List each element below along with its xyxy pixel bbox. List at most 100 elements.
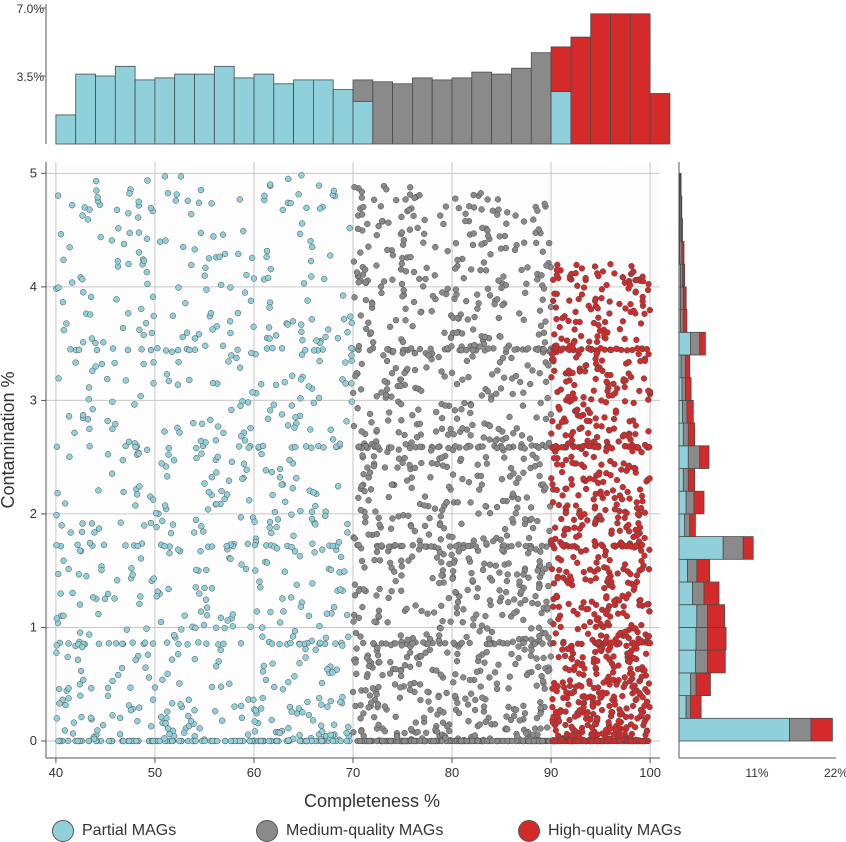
- high-mag-point: [583, 417, 590, 425]
- high-mag-point: [607, 713, 615, 720]
- high-mag-point: [569, 459, 576, 466]
- partial-mag-point: [348, 380, 355, 387]
- medium-mag-point: [539, 296, 546, 303]
- high-mag-point: [562, 721, 569, 729]
- medium-mag-point: [532, 593, 539, 600]
- medium-mag-point: [536, 472, 543, 480]
- medium-mag-point: [523, 671, 531, 679]
- medium-mag-point: [365, 704, 372, 711]
- medium-mag-point: [489, 737, 496, 745]
- high-mag-point: [619, 592, 626, 599]
- medium-mag-point: [363, 325, 370, 332]
- partial-mag-point: [69, 589, 76, 597]
- partial-mag-point: [134, 491, 141, 498]
- medium-mag-point: [474, 291, 481, 298]
- right-hist-bar-medium: [690, 672, 697, 697]
- medium-mag-point: [439, 289, 446, 296]
- partial-mag-point: [320, 444, 327, 451]
- high-mag-point: [609, 669, 617, 676]
- partial-mag-point: [311, 549, 318, 556]
- top-hist-bar-medium: [451, 77, 473, 145]
- high-mag-point: [557, 623, 564, 631]
- partial-mag-point: [268, 640, 276, 647]
- medium-mag-point: [463, 444, 470, 451]
- partial-mag-point: [200, 528, 207, 535]
- partial-mag-point: [132, 656, 139, 663]
- medium-mag-point: [535, 226, 542, 233]
- partial-mag-point: [88, 520, 96, 527]
- high-mag-point: [593, 338, 601, 346]
- medium-mag-point: [524, 264, 531, 271]
- right-hist-bar-partial: [678, 672, 691, 697]
- high-mag-point: [636, 638, 644, 646]
- medium-mag-point: [453, 380, 461, 388]
- partial-mag-point: [219, 231, 227, 238]
- partial-mag-point: [208, 543, 216, 550]
- medium-mag-point: [542, 318, 549, 325]
- y-tick-label: 3: [30, 392, 37, 407]
- high-mag-point: [563, 689, 570, 696]
- partial-mag-point: [180, 243, 187, 251]
- partial-mag-point: [141, 639, 149, 646]
- x-tick-label: 70: [346, 765, 360, 780]
- high-mag-point: [573, 533, 580, 541]
- medium-mag-point: [373, 691, 380, 698]
- partial-mag-point: [163, 639, 171, 646]
- high-mag-point: [559, 345, 567, 352]
- high-mag-point: [623, 613, 631, 620]
- medium-mag-point: [404, 636, 411, 643]
- partial-mag-point: [70, 719, 78, 726]
- medium-mag-point: [531, 725, 539, 732]
- medium-mag-point: [521, 445, 528, 452]
- medium-mag-point: [525, 737, 532, 745]
- medium-mag-point: [388, 481, 395, 488]
- medium-mag-point: [353, 269, 361, 276]
- partial-mag-point: [62, 500, 69, 507]
- partial-mag-point: [175, 358, 182, 366]
- partial-mag-point: [119, 324, 127, 332]
- y-tick-label: 4: [30, 279, 37, 294]
- partial-mag-point: [92, 363, 99, 370]
- medium-mag-point: [416, 192, 423, 199]
- medium-mag-point: [519, 402, 527, 409]
- medium-mag-point: [544, 724, 551, 731]
- medium-mag-point: [527, 504, 535, 511]
- medium-mag-point: [520, 316, 527, 323]
- partial-mag-point: [344, 529, 351, 536]
- medium-mag-point: [453, 329, 460, 336]
- medium-mag-point: [499, 611, 506, 619]
- medium-mag-point: [409, 412, 416, 419]
- medium-mag-point: [442, 640, 449, 647]
- medium-mag-point: [476, 628, 483, 635]
- medium-mag-point: [458, 520, 465, 527]
- partial-mag-point: [268, 468, 275, 476]
- medium-mag-point: [520, 571, 527, 578]
- medium-mag-point: [432, 428, 440, 435]
- medium-mag-point: [390, 347, 397, 355]
- partial-mag-point: [154, 345, 161, 352]
- partial-mag-point: [296, 732, 303, 739]
- high-mag-point: [558, 335, 565, 342]
- partial-mag-point: [89, 367, 96, 374]
- high-mag-point: [614, 520, 621, 527]
- high-mag-point: [568, 453, 575, 460]
- partial-mag-point: [288, 544, 295, 551]
- medium-mag-point: [537, 699, 544, 706]
- partial-mag-point: [196, 725, 203, 732]
- medium-mag-point: [521, 239, 528, 246]
- medium-mag-point: [487, 251, 494, 258]
- high-mag-point: [646, 475, 653, 482]
- right-hist-tick-mid: 11%: [745, 766, 768, 780]
- partial-mag-point: [89, 594, 97, 601]
- medium-mag-point: [430, 737, 437, 745]
- high-mag-point: [554, 261, 561, 268]
- right-hist-bar-high: [810, 717, 833, 742]
- partial-mag-point: [308, 508, 316, 515]
- partial-mag-point: [142, 664, 149, 671]
- medium-mag-point: [475, 653, 482, 661]
- partial-mag-point: [312, 502, 319, 510]
- medium-mag-point: [438, 425, 446, 432]
- medium-mag-point: [533, 714, 541, 722]
- high-mag-point: [630, 307, 637, 314]
- partial-mag-point: [304, 698, 311, 706]
